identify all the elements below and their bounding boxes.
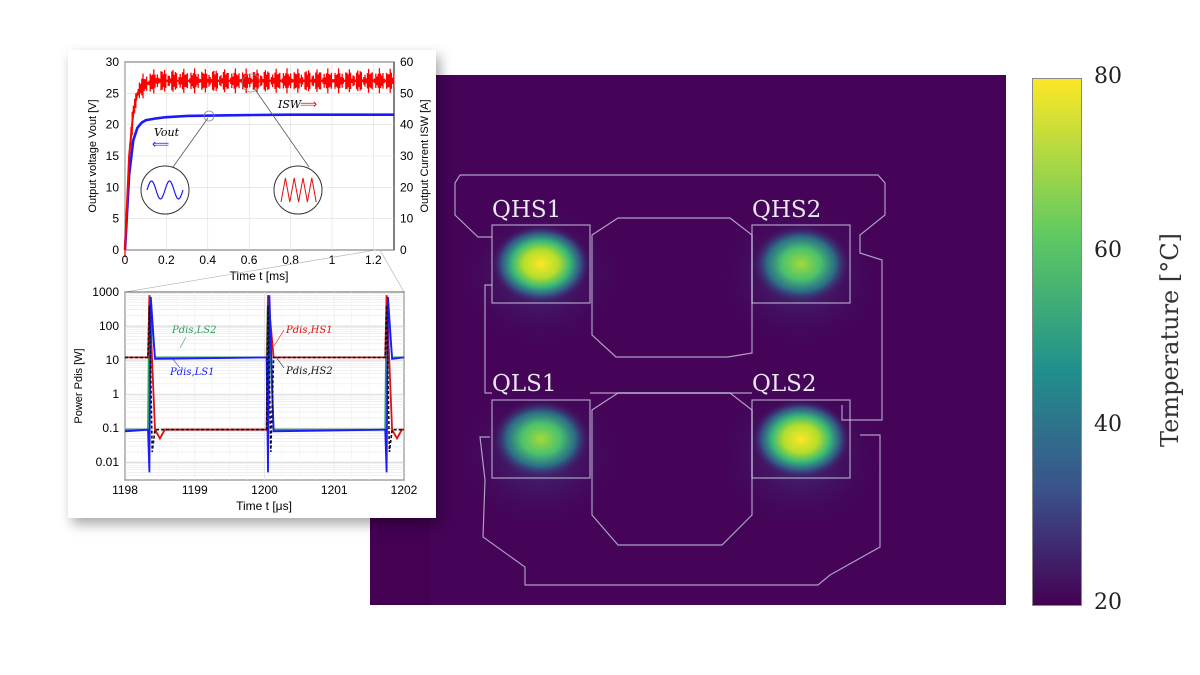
top-xtick-label: 0.6 bbox=[241, 253, 258, 267]
bottom-xtick-label: 1199 bbox=[182, 483, 208, 497]
legend-pdis-ls1: Pdis,LS1 bbox=[169, 367, 215, 378]
chip-label-qhs1: QHS1 bbox=[492, 197, 561, 223]
top-y-axis-label: Output voltage Vout [V] bbox=[87, 99, 99, 212]
top-ytick-label: 10 bbox=[106, 180, 120, 194]
colorbar-tick-80: 80 bbox=[1094, 64, 1122, 89]
bottom-y-axis-label: Power Pdis [W] bbox=[73, 348, 85, 423]
chip-label-qls1: QLS1 bbox=[492, 371, 557, 397]
top-y2-axis-label: Output Current ISW [A] bbox=[419, 99, 431, 212]
top-ytick-label: 15 bbox=[106, 149, 120, 163]
series-vout-line bbox=[123, 113, 394, 251]
colorbar-tick-20: 20 bbox=[1094, 590, 1122, 615]
top-ytick-label: 25 bbox=[106, 86, 120, 100]
chip-label-qls2: QLS2 bbox=[752, 371, 817, 397]
thermal-map: QHS1 QHS2 QLS1 QLS2 bbox=[370, 75, 1006, 605]
bottom-ytick-label: 0.1 bbox=[102, 421, 119, 435]
top-y2tick-label: 50 bbox=[400, 86, 414, 100]
top-xtick-label: 1 bbox=[329, 253, 336, 267]
top-y2tick-label: 40 bbox=[400, 118, 414, 132]
annotation-vout: Vout bbox=[154, 126, 180, 139]
chart-output-voltage-current: 0 5 10 15 20 25 30 0 10 20 30 40 50 60 0 0.2 0.4 0.6 0.8 1 1… bbox=[87, 55, 431, 283]
bottom-xtick-label: 1200 bbox=[251, 483, 278, 497]
colorbar-tick-40: 40 bbox=[1094, 412, 1122, 437]
chip-qhs2-hotspot bbox=[752, 225, 850, 303]
top-ytick-label: 0 bbox=[112, 243, 119, 257]
temperature-colorbar bbox=[1032, 78, 1082, 606]
bottom-ytick-label: 100 bbox=[99, 319, 119, 333]
bottom-xtick-label: 1202 bbox=[391, 483, 418, 497]
top-xtick-label: 0.4 bbox=[199, 253, 216, 267]
bottom-xtick-label: 1201 bbox=[321, 483, 348, 497]
bottom-ytick-label: 0.01 bbox=[96, 455, 120, 469]
chip-qls1-hotspot bbox=[492, 400, 590, 478]
legend-pdis-hs2: Pdis,HS2 bbox=[285, 366, 333, 377]
top-ytick-label: 5 bbox=[112, 212, 119, 226]
series-pdis-hs2-line bbox=[125, 305, 404, 453]
top-x-axis-label: Time t [ms] bbox=[230, 269, 289, 283]
top-y2tick-label: 20 bbox=[400, 180, 414, 194]
top-xtick-label: 0 bbox=[122, 253, 129, 267]
series-isw-line bbox=[124, 79, 394, 251]
top-y2tick-label: 30 bbox=[400, 149, 414, 163]
chip-qls2-hotspot bbox=[752, 400, 850, 478]
top-ytick-label: 20 bbox=[106, 118, 120, 132]
svg-text:⟹: ⟹ bbox=[300, 97, 317, 111]
annotation-isw: ISW bbox=[277, 98, 303, 111]
top-ytick-label: 30 bbox=[106, 55, 120, 69]
legend-pdis-hs1: Pdis,HS1 bbox=[285, 325, 333, 336]
top-y2tick-label: 60 bbox=[400, 55, 414, 69]
legend-pdis-ls2: Pdis,LS2 bbox=[171, 325, 217, 336]
colorbar-label: Temperature [°C] bbox=[1156, 233, 1184, 447]
top-y2tick-label: 10 bbox=[400, 212, 414, 226]
bottom-x-axis-label: Time t [μs] bbox=[236, 499, 292, 513]
colorbar-tick-60: 60 bbox=[1094, 238, 1122, 263]
bottom-ytick-label: 1000 bbox=[92, 285, 119, 299]
bottom-ytick-label: 10 bbox=[106, 353, 120, 367]
bottom-xtick-label: 1198 bbox=[112, 483, 138, 497]
chip-qhs1-hotspot bbox=[492, 225, 590, 303]
chip-label-qhs2: QHS2 bbox=[752, 197, 821, 223]
inset-panel: 0 5 10 15 20 25 30 0 10 20 30 40 50 60 0 0.2 0.4 0.6 0.8 1 1… bbox=[68, 50, 436, 518]
top-xtick-label: 0.8 bbox=[282, 253, 299, 267]
top-xtick-label: 0.2 bbox=[158, 253, 175, 267]
bottom-ytick-label: 1 bbox=[112, 387, 119, 401]
chart-power-dissipation: 1000 100 10 1 0.1 0.01 1198 1199 1200 1201 1202 Ti… bbox=[73, 285, 418, 513]
top-y2tick-label: 0 bbox=[400, 243, 407, 257]
svg-text:⟸: ⟸ bbox=[152, 137, 169, 151]
top-xtick-label: 1.2 bbox=[365, 253, 382, 267]
